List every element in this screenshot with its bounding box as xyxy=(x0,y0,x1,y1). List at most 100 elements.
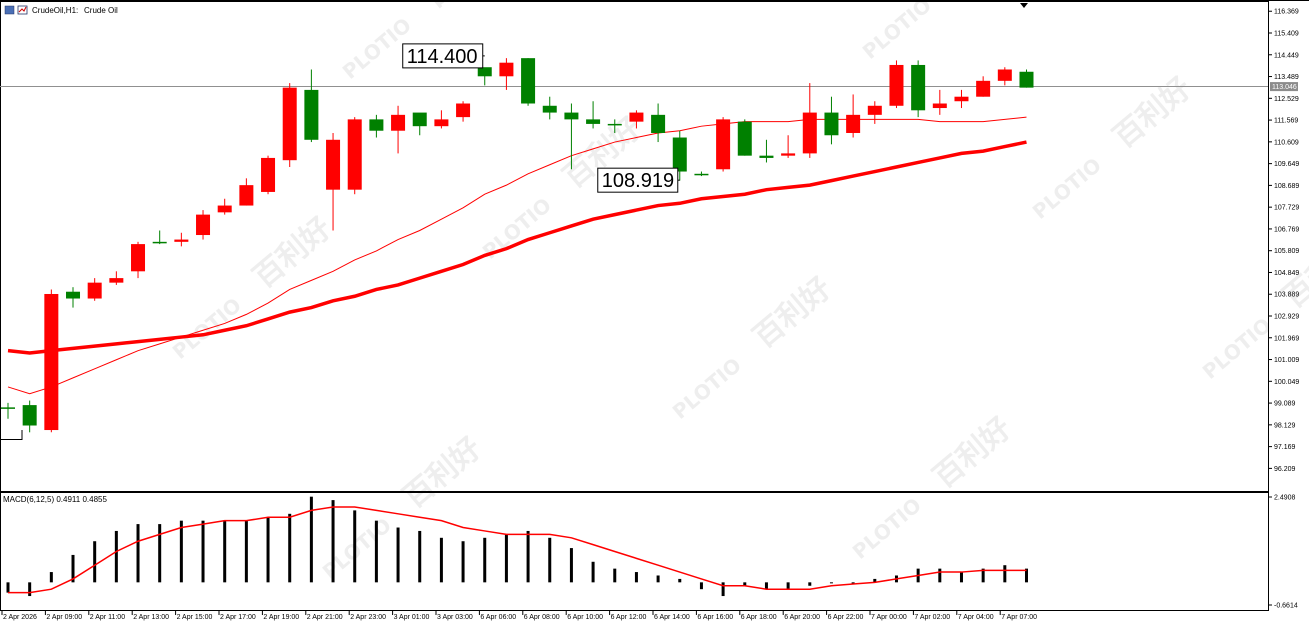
macd-bar xyxy=(808,582,812,586)
price-tick-label: 113.489 xyxy=(1274,74,1299,81)
time-tick-label: 3 Apr 01:00 xyxy=(394,614,430,621)
macd-bar xyxy=(461,541,465,583)
candle-body xyxy=(22,405,37,426)
macd-bar xyxy=(71,554,75,583)
price-tick-label: 97.169 xyxy=(1274,444,1296,451)
candle xyxy=(391,105,406,154)
candle-body xyxy=(542,105,557,113)
macd-bar xyxy=(548,537,552,583)
macd-histogram xyxy=(6,496,1028,597)
candle xyxy=(499,58,514,90)
time-tick-label: 2 Apr 17:00 xyxy=(220,614,256,621)
candle-body xyxy=(846,114,861,133)
candle-body xyxy=(781,153,796,156)
macd-bar xyxy=(179,520,183,583)
chart-icon-line xyxy=(18,6,27,13)
candle-body xyxy=(456,103,471,118)
candle xyxy=(867,101,882,124)
candle-body xyxy=(152,241,167,244)
price-tick-label: 103.889 xyxy=(1274,292,1299,299)
time-tick-label: 2 Apr 11:00 xyxy=(90,614,125,621)
candle xyxy=(196,210,211,240)
callout-value: 108.919 xyxy=(602,170,674,192)
time-tick-label: 6 Apr 10:00 xyxy=(567,614,603,621)
time-tick-label: 6 Apr 14:00 xyxy=(654,614,690,621)
candle xyxy=(326,132,341,231)
candle xyxy=(456,101,471,122)
candle xyxy=(304,69,319,143)
candle xyxy=(802,83,817,158)
price-tick-label: 102.929 xyxy=(1274,314,1299,321)
candle-body xyxy=(412,112,427,127)
watermark-cn: 百利好 xyxy=(417,0,508,15)
candle-body xyxy=(44,293,59,431)
price-tick-label: 104.849 xyxy=(1274,270,1299,277)
price-tick-label: 116.369 xyxy=(1274,9,1299,16)
macd-axis: 2.4908 -0.6614 xyxy=(1268,495,1298,610)
macd-bar xyxy=(504,534,508,583)
candle-body xyxy=(824,112,839,136)
candle xyxy=(997,67,1012,86)
macd-bar xyxy=(114,530,118,583)
candle xyxy=(607,119,622,133)
time-tick-label: 6 Apr 08:00 xyxy=(524,614,560,621)
candle-body xyxy=(434,119,449,127)
price-tick-label: 101.969 xyxy=(1274,335,1299,342)
macd-bar xyxy=(483,537,487,583)
candle-body xyxy=(954,96,969,102)
candle xyxy=(66,287,81,308)
watermark-brand: PLOTIO xyxy=(1198,313,1276,384)
time-tick-label: 2 Apr 2026 xyxy=(3,614,37,621)
price-tick-label: 101.009 xyxy=(1274,357,1299,364)
candle-body xyxy=(1019,71,1034,88)
candle xyxy=(369,114,384,138)
current-price-tag xyxy=(1270,82,1298,92)
candle xyxy=(564,103,579,170)
candle-body xyxy=(477,67,492,77)
candle xyxy=(217,198,232,215)
ma-fast-line xyxy=(7,116,1027,395)
candle-body xyxy=(87,282,102,299)
candle xyxy=(1,402,15,419)
left-edge-marker xyxy=(0,430,23,440)
candle-body xyxy=(196,214,211,236)
macd-bar xyxy=(6,582,10,593)
macd-bar xyxy=(331,500,335,583)
watermark-cn: 百利好 xyxy=(747,271,838,356)
candles xyxy=(1,58,1034,433)
macd-bar xyxy=(786,582,790,590)
candle xyxy=(954,89,969,109)
macd-bar xyxy=(613,568,617,583)
candle xyxy=(131,241,146,279)
candle xyxy=(239,178,254,206)
macd-bar xyxy=(1024,568,1028,583)
candle-body xyxy=(109,278,124,283)
candle-body xyxy=(66,291,81,299)
macd-pane-frame xyxy=(0,492,1269,611)
candle-body xyxy=(521,58,536,104)
chart-menu-icon[interactable] xyxy=(4,5,15,15)
candle xyxy=(109,271,124,285)
candle-body xyxy=(932,103,947,109)
candle-body xyxy=(672,137,687,172)
candle xyxy=(412,112,427,136)
time-tick-label: 2 Apr 09:00 xyxy=(46,614,82,621)
watermark-cn: 百利好 xyxy=(927,411,1018,496)
candle-body xyxy=(174,239,189,242)
macd-bar xyxy=(699,582,703,590)
watermark-layer: PLOTIO百利好PLOTIO百利好PLOTIO百利好PLOTIO百利好PLOT… xyxy=(168,0,1309,584)
price-tick-label: 109.649 xyxy=(1274,161,1299,168)
time-tick-label: 2 Apr 21:00 xyxy=(307,614,343,621)
candle-body xyxy=(694,173,709,176)
time-tick-label: 2 Apr 15:00 xyxy=(177,614,213,621)
scroll-marker-icon[interactable] xyxy=(1020,3,1028,8)
candle xyxy=(521,58,536,106)
time-tick-label: 2 Apr 23:00 xyxy=(350,614,386,621)
macd-tick-label: -0.6614 xyxy=(1274,603,1298,610)
macd-bar xyxy=(743,582,747,586)
